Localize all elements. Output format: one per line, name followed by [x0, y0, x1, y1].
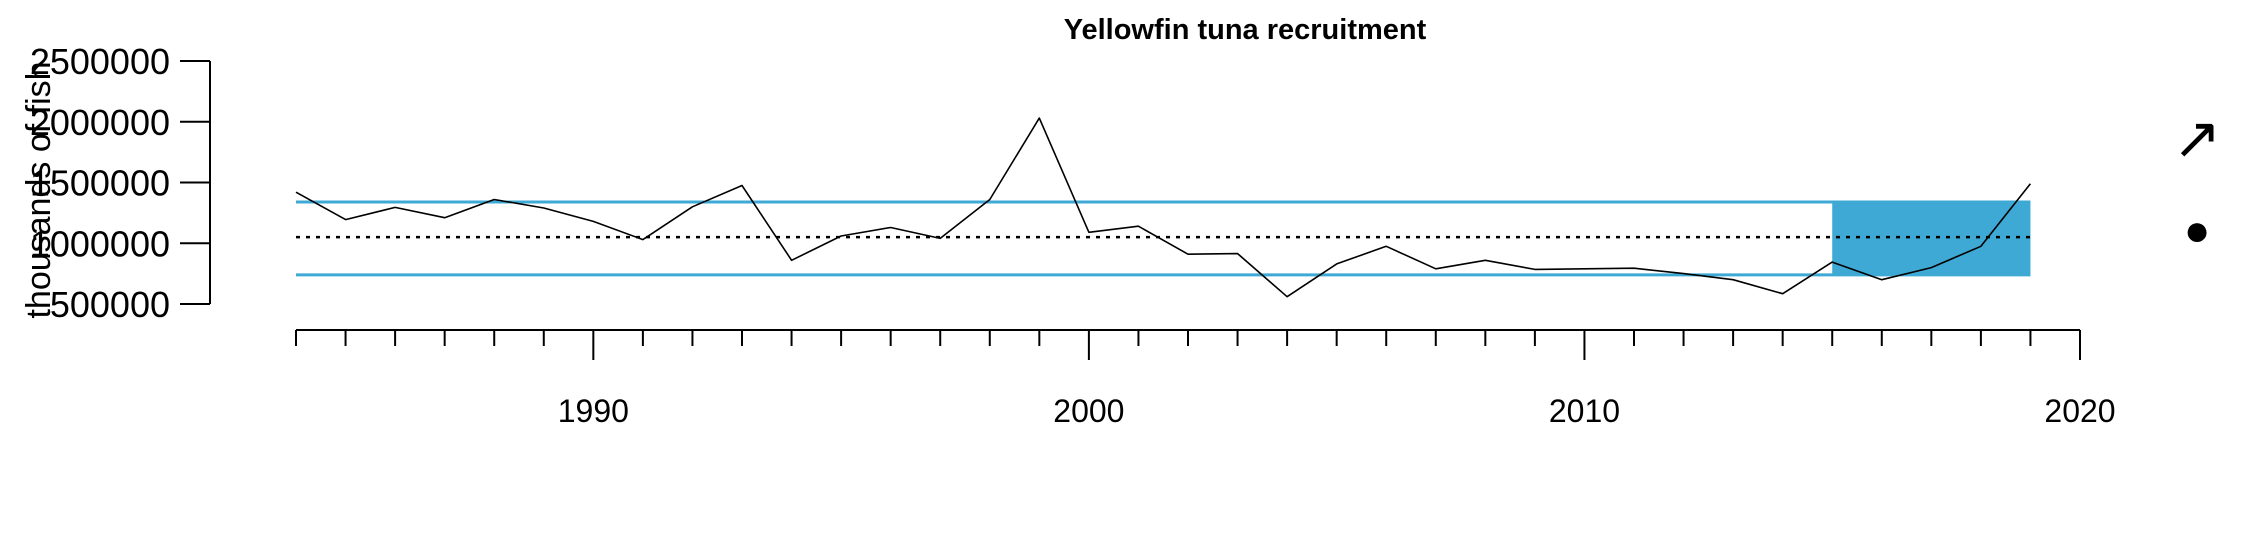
recent-years-highlight — [1832, 201, 2031, 275]
y-tick-label: 1500000 — [30, 163, 170, 204]
x-tick-label: 2010 — [1549, 393, 1620, 429]
x-axis: 1990 2000 2010 2020 — [295, 329, 2116, 429]
x-tick-label: 2000 — [1053, 393, 1124, 429]
y-axis-label: thousands of fish — [20, 61, 58, 318]
chart-title: Yellowfin tuna recruitment — [1064, 14, 1427, 46]
y-tick-label: 1000000 — [30, 223, 170, 264]
recruitment-line — [295, 117, 2032, 298]
y-tick-label: 2000000 — [30, 102, 170, 143]
recruitment-series — [295, 117, 2032, 298]
status-indicators: ↗● — [2173, 106, 2222, 255]
trend-arrow-icon: ↗ — [2173, 106, 2222, 171]
reference-lines — [296, 200, 2031, 277]
y-tick-label: 500000 — [50, 284, 170, 325]
status-dot-icon: ● — [2184, 206, 2211, 255]
x-tick-label: 1990 — [558, 393, 629, 429]
y-axis: 500000 1000000 1500000 2000000 2500000 — [30, 41, 211, 325]
x-tick-label: 2020 — [2044, 393, 2115, 429]
y-tick-label: 2500000 — [30, 41, 170, 82]
